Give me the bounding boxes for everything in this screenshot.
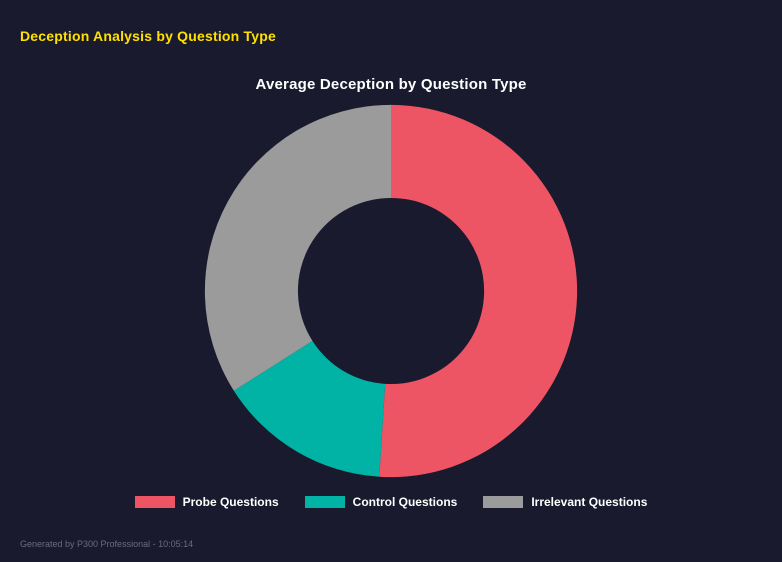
legend-label: Irrelevant Questions	[531, 495, 648, 509]
legend-swatch	[134, 496, 175, 508]
legend-swatch	[304, 496, 345, 508]
legend-label: Probe Questions	[182, 495, 279, 509]
chart-legend: Probe Questions Control Questions Irrele…	[134, 495, 647, 509]
legend-item-irrelevant[interactable]: Irrelevant Questions	[483, 495, 647, 509]
donut-chart	[204, 104, 578, 478]
legend-swatch	[483, 496, 524, 508]
chart-title: Average Deception by Question Type	[255, 76, 527, 93]
page-title: Deception Analysis by Question Type	[20, 28, 276, 44]
legend-item-control[interactable]: Control Questions	[304, 495, 458, 509]
donut-slice[interactable]	[233, 340, 386, 477]
donut-slice[interactable]	[379, 104, 578, 478]
legend-label: Control Questions	[352, 495, 458, 509]
chart-container: Average Deception by Question Type Probe…	[0, 76, 782, 509]
footer-note: Generated by P300 Professional - 10:05:1…	[20, 539, 194, 549]
legend-item-probe[interactable]: Probe Questions	[134, 495, 279, 509]
donut-slice[interactable]	[204, 104, 391, 391]
